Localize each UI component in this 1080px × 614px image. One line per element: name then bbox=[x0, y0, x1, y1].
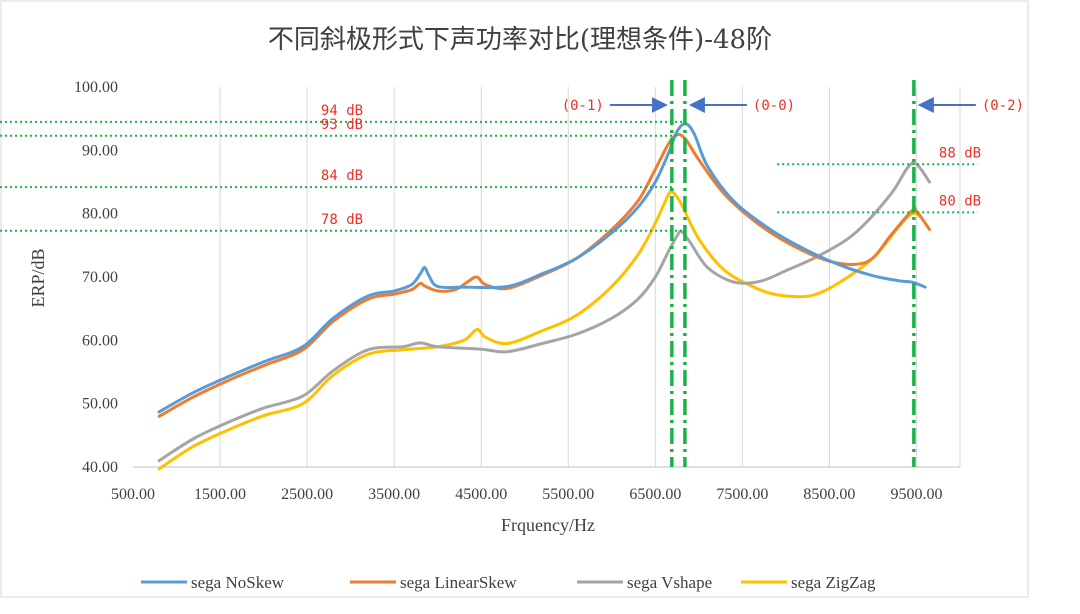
y-tick-label: 80.00 bbox=[82, 206, 118, 223]
series-lines bbox=[157, 122, 931, 471]
legend-label: sega Vshape bbox=[627, 573, 712, 592]
legend-label: sega ZigZag bbox=[791, 573, 876, 592]
y-tick-label: 60.00 bbox=[82, 332, 118, 349]
ref-line-label: 88 dB bbox=[939, 145, 981, 161]
order-label: (0-0) bbox=[753, 98, 795, 114]
y-tick-label: 90.00 bbox=[82, 142, 118, 159]
ref-line-label: 78 dB bbox=[321, 212, 363, 228]
ref-line-label: 93 dB bbox=[321, 117, 363, 133]
x-tick-label: 1500.00 bbox=[194, 486, 246, 503]
legend-label: sega LinearSkew bbox=[400, 573, 517, 592]
y-tick-label: 50.00 bbox=[82, 396, 118, 413]
x-tick-label: 500.00 bbox=[111, 486, 155, 503]
series-line-sega-zigzag bbox=[157, 189, 923, 471]
x-tick-label: 2500.00 bbox=[281, 486, 333, 503]
legend-label: sega NoSkew bbox=[191, 573, 285, 592]
legend: sega NoSkew sega LinearSkew sega Vshape seg… bbox=[141, 573, 876, 592]
x-tick-label: 4500.00 bbox=[455, 486, 507, 503]
y-axis-label: ERP/dB bbox=[28, 248, 48, 307]
series-line-sega-noskew bbox=[157, 122, 927, 414]
order-label: (0-1) bbox=[562, 98, 604, 114]
y-tick-label: 70.00 bbox=[82, 269, 118, 286]
y-tick-labels: 40.00 50.00 60.00 70.00 80.00 90.00 100.00 bbox=[74, 79, 118, 476]
series-line-sega-vshape bbox=[157, 161, 931, 463]
x-tick-label: 7500.00 bbox=[716, 486, 768, 503]
ref-line-label: 80 dB bbox=[939, 193, 981, 209]
order-label: (0-2) bbox=[982, 98, 1024, 114]
x-tick-label: 6500.00 bbox=[629, 486, 681, 503]
x-tick-label: 3500.00 bbox=[368, 486, 420, 503]
x-axis-label: Frquency/Hz bbox=[501, 515, 595, 535]
y-tick-label: 40.00 bbox=[82, 459, 118, 476]
x-tick-labels: 500.00 1500.00 2500.00 3500.00 4500.00 5500.0… bbox=[111, 486, 942, 503]
x-tick-label: 5500.00 bbox=[542, 486, 594, 503]
ref-line-label: 84 dB bbox=[321, 168, 363, 184]
chart-title: 不同斜极形式下声功率对比(理想条件)-48阶 bbox=[268, 25, 772, 55]
y-tick-label: 100.00 bbox=[74, 79, 118, 96]
x-tick-label: 9500.00 bbox=[890, 486, 942, 503]
x-tick-label: 8500.00 bbox=[803, 486, 855, 503]
ref-line-label: 94 dB bbox=[321, 103, 363, 119]
